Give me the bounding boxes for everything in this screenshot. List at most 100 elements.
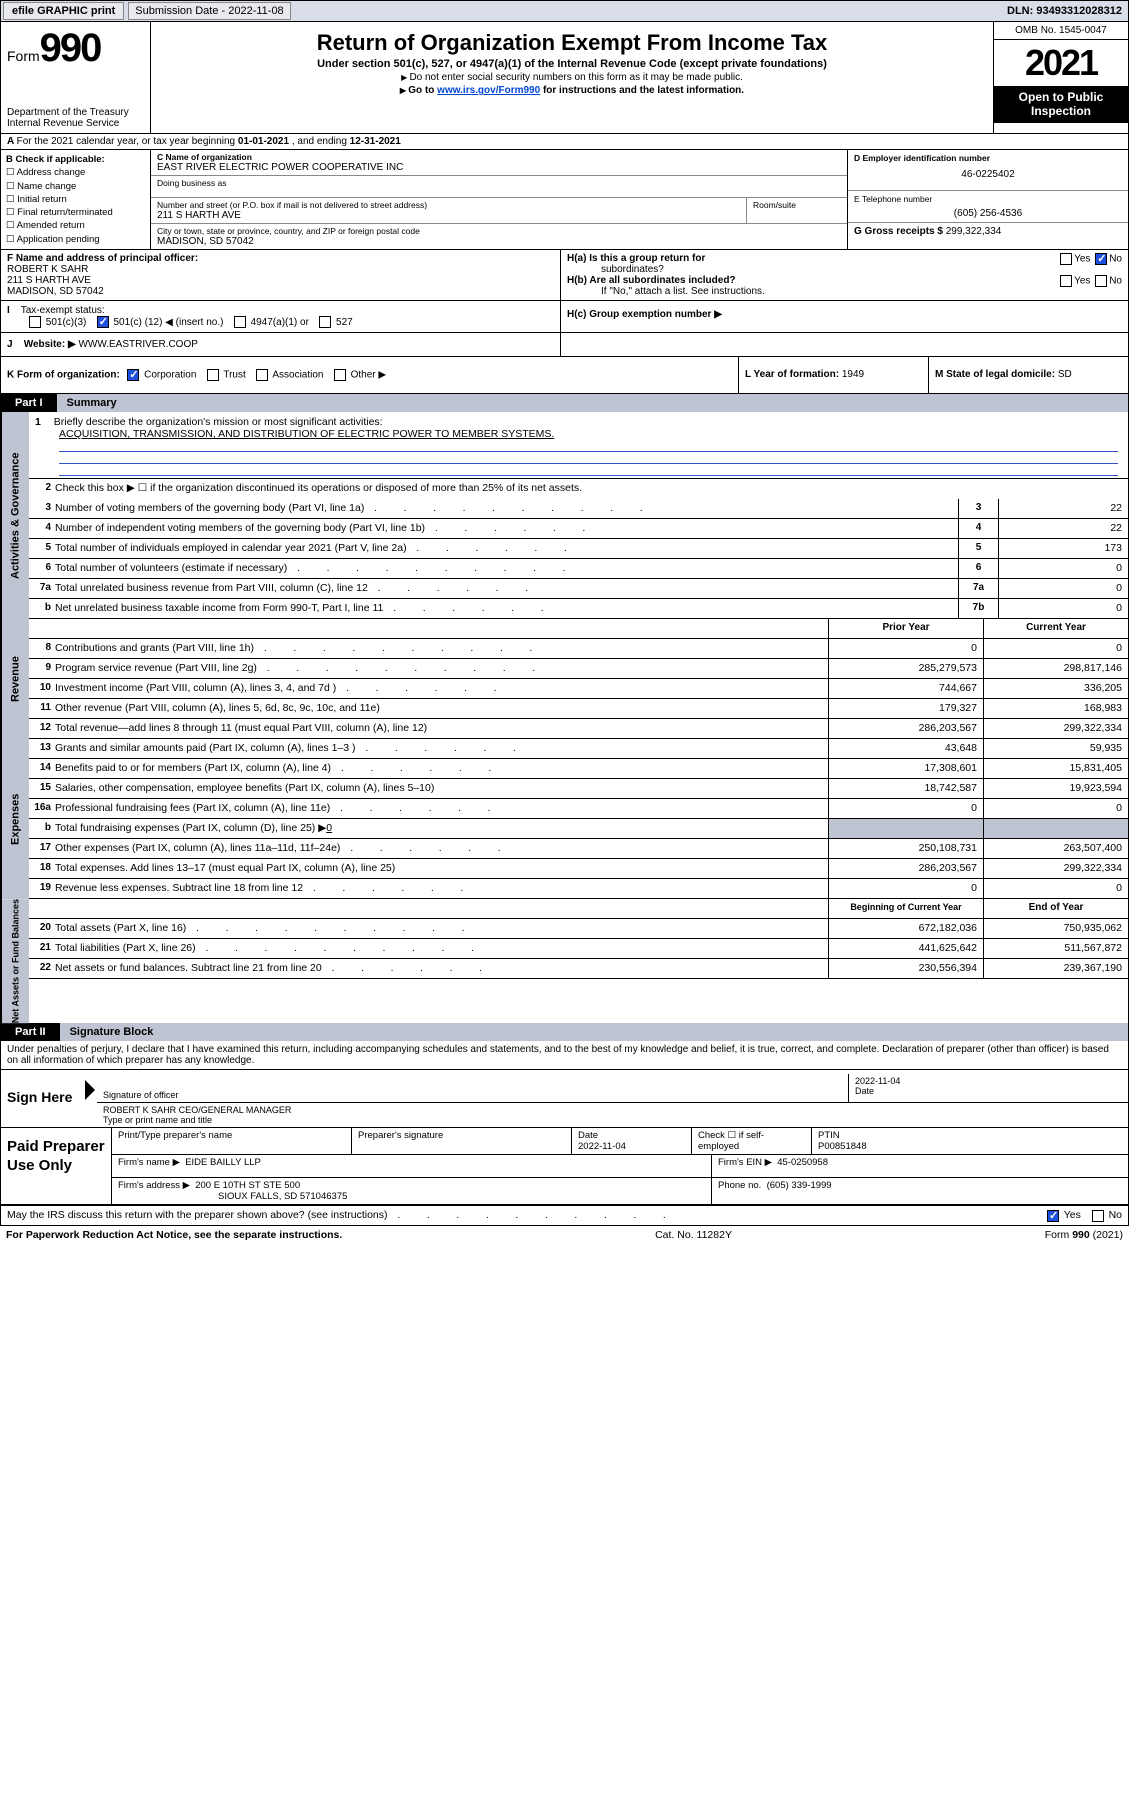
firm-phone-lbl: Phone no. xyxy=(718,1180,761,1191)
footer-mid: Cat. No. 11282Y xyxy=(655,1229,732,1241)
line-6: Total number of volunteers (estimate if … xyxy=(55,559,958,578)
col-f-officer: F Name and address of principal officer:… xyxy=(1,250,561,300)
e22: 239,367,190 xyxy=(983,959,1128,978)
chk-address-change[interactable]: Address change xyxy=(6,166,145,179)
sig-name-value: ROBERT K SAHR CEO/GENERAL MANAGER xyxy=(103,1105,1122,1115)
line-4: Number of independent voting members of … xyxy=(55,519,958,538)
p15: 18,742,587 xyxy=(828,779,983,798)
i-501c[interactable] xyxy=(97,316,109,328)
header-right: OMB No. 1545-0047 2021 Open to Public In… xyxy=(993,22,1128,133)
line-7b: Net unrelated business taxable income fr… xyxy=(55,599,958,618)
i-501c3[interactable] xyxy=(29,316,41,328)
chk-name-change[interactable]: Name change xyxy=(6,180,145,193)
efile-print-button[interactable]: efile GRAPHIC print xyxy=(3,2,124,20)
sig-officer-label: Signature of officer xyxy=(103,1090,842,1100)
line-15: Salaries, other compensation, employee b… xyxy=(55,779,828,798)
ha-yes[interactable] xyxy=(1060,253,1072,265)
c18: 299,322,334 xyxy=(983,859,1128,878)
chk-final-return[interactable]: Final return/terminated xyxy=(6,206,145,219)
c11: 168,983 xyxy=(983,699,1128,718)
d-ein-label: D Employer identification number xyxy=(854,153,1122,163)
city-value: MADISON, SD 57042 xyxy=(157,236,841,247)
line-5: Total number of individuals employed in … xyxy=(55,539,958,558)
irs-link[interactable]: www.irs.gov/Form990 xyxy=(437,85,540,96)
may-no[interactable] xyxy=(1092,1210,1104,1222)
public-inspection: Open to Public Inspection xyxy=(994,86,1128,123)
p16b xyxy=(828,819,983,838)
p13: 43,648 xyxy=(828,739,983,758)
signature-declaration: Under penalties of perjury, I declare th… xyxy=(1,1041,1128,1070)
form-page: Form990 Department of the Treasury Inter… xyxy=(0,22,1129,1226)
line-11: Other revenue (Part VIII, column (A), li… xyxy=(55,699,828,718)
sign-here-label: Sign Here xyxy=(1,1070,81,1127)
dba-label: Doing business as xyxy=(157,178,841,188)
d-ein-value: 46-0225402 xyxy=(854,163,1122,180)
mission-text: ACQUISITION, TRANSMISSION, AND DISTRIBUT… xyxy=(59,428,554,440)
g-gross-label: G Gross receipts $ xyxy=(854,226,943,237)
chk-initial-return[interactable]: Initial return xyxy=(6,193,145,206)
part2-title: Signature Block xyxy=(60,1023,1128,1041)
firm-phone-val: (605) 339-1999 xyxy=(767,1180,832,1191)
omb-number: OMB No. 1545-0047 xyxy=(994,22,1128,40)
k-trust[interactable] xyxy=(207,369,219,381)
g-gross-value: 299,322,334 xyxy=(946,226,1002,237)
k-label: K Form of organization: xyxy=(7,370,120,381)
form-number: 990 xyxy=(40,26,101,70)
prep-sig-hdr: Preparer's signature xyxy=(352,1128,572,1154)
k-assoc[interactable] xyxy=(256,369,268,381)
section-revenue: Revenue Prior Year Current Year 8Contrib… xyxy=(1,619,1128,739)
firm-ein-lbl: Firm's EIN ▶ xyxy=(718,1157,772,1168)
i-4947[interactable] xyxy=(234,316,246,328)
hb-yes[interactable] xyxy=(1060,275,1072,287)
street-value: 211 S HARTH AVE xyxy=(157,210,740,221)
footer-left: For Paperwork Reduction Act Notice, see … xyxy=(6,1229,342,1241)
line-21: Total liabilities (Part X, line 26) xyxy=(55,939,828,958)
dept-treasury: Department of the Treasury xyxy=(7,107,144,118)
vtab-net: Net Assets or Fund Balances xyxy=(1,899,29,1023)
city-label: City or town, state or province, country… xyxy=(157,226,841,236)
f-city: MADISON, SD 57042 xyxy=(7,286,554,297)
firm-addr1: 200 E 10TH ST STE 500 xyxy=(195,1180,300,1191)
may-yes[interactable] xyxy=(1047,1210,1059,1222)
sign-arrow-icon xyxy=(85,1080,95,1100)
e-phone-label: E Telephone number xyxy=(854,194,1122,204)
chk-application-pending[interactable]: Application pending xyxy=(6,233,145,246)
p17: 250,108,731 xyxy=(828,839,983,858)
c16b xyxy=(983,819,1128,838)
prep-selfemp[interactable]: Check ☐ if self-employed xyxy=(692,1128,812,1154)
p9: 285,279,573 xyxy=(828,659,983,678)
line-2: Check this box ▶ ☐ if the organization d… xyxy=(55,479,1128,499)
may-discuss-q: May the IRS discuss this return with the… xyxy=(7,1209,668,1221)
chk-amended-return[interactable]: Amended return xyxy=(6,219,145,232)
p8: 0 xyxy=(828,639,983,658)
header-middle: Return of Organization Exempt From Incom… xyxy=(151,22,993,133)
f-label: F Name and address of principal officer: xyxy=(7,253,554,264)
line-1-mission: 1 Briefly describe the organization's mi… xyxy=(29,412,1128,479)
c-name-label: C Name of organization xyxy=(157,152,841,162)
c19: 0 xyxy=(983,879,1128,898)
m-value: SD xyxy=(1058,369,1072,380)
i-527[interactable] xyxy=(319,316,331,328)
col-h: H(a) Is this a group return for Yes No s… xyxy=(561,250,1128,300)
may-discuss-row: May the IRS discuss this return with the… xyxy=(1,1205,1128,1224)
footer-right: Form 990 (2021) xyxy=(1045,1229,1123,1241)
row-a-tax-year: A For the 2021 calendar year, or tax yea… xyxy=(1,134,1128,150)
b20: 672,182,036 xyxy=(828,919,983,938)
k-corp[interactable] xyxy=(127,369,139,381)
line-10: Investment income (Part VIII, column (A)… xyxy=(55,679,828,698)
sign-here-block: Sign Here Signature of officer 2022-11-0… xyxy=(1,1070,1128,1128)
p11: 179,327 xyxy=(828,699,983,718)
form-subtitle-2: Do not enter social security numbers on … xyxy=(157,72,987,83)
ha-no[interactable] xyxy=(1095,253,1107,265)
b-label: B Check if applicable: xyxy=(6,153,145,166)
p19: 0 xyxy=(828,879,983,898)
hb-no[interactable] xyxy=(1095,275,1107,287)
hdr-boy: Beginning of Current Year xyxy=(828,899,983,918)
vtab-expenses: Expenses xyxy=(1,739,29,899)
top-toolbar: efile GRAPHIC print Submission Date - 20… xyxy=(0,0,1129,22)
firm-addr-lbl: Firm's address ▶ xyxy=(118,1180,190,1191)
part1-num: Part I xyxy=(1,394,57,412)
hdr-prior: Prior Year xyxy=(828,619,983,638)
k-other[interactable] xyxy=(334,369,346,381)
room-label: Room/suite xyxy=(753,200,841,210)
